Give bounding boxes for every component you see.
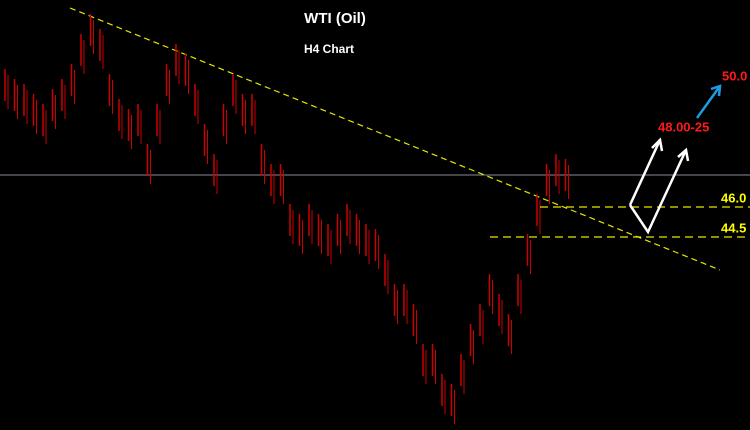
trendline bbox=[69, 7, 721, 271]
arrow-head bbox=[677, 147, 690, 162]
level-label: 46.0 bbox=[721, 190, 746, 205]
target-label: 48.00-25 bbox=[658, 119, 709, 134]
level-label: 44.5 bbox=[721, 220, 746, 235]
arrow-path bbox=[628, 149, 688, 235]
arrows bbox=[628, 84, 722, 235]
arrow-head bbox=[651, 137, 664, 152]
arrow-head bbox=[710, 84, 722, 97]
arrow-up-blue bbox=[695, 85, 722, 119]
chart-title: WTI (Oil) bbox=[304, 10, 366, 27]
chart-subtitle: H4 Chart bbox=[304, 42, 354, 56]
target-label: 50.0 bbox=[722, 68, 747, 83]
arrow-up bbox=[628, 139, 662, 206]
